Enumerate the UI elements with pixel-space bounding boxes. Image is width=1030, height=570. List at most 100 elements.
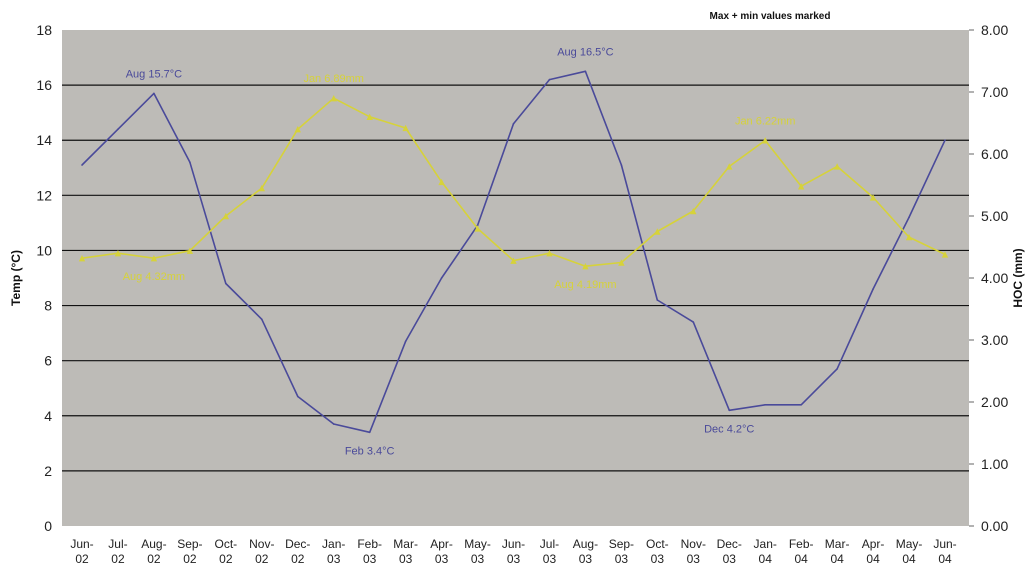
temp-data-point [908, 216, 910, 219]
temp-data-point [225, 282, 227, 285]
x-tick-label: Oct- [646, 537, 669, 551]
x-tick-label: 02 [255, 552, 269, 566]
x-tick-label: May- [464, 537, 491, 551]
x-tick-label: 02 [219, 552, 233, 566]
x-tick-label: Jun- [933, 537, 956, 551]
annotation-label: Dec 4.2°C [704, 423, 754, 435]
x-tick-label: 03 [399, 552, 413, 566]
right-tick-label: 2.00 [981, 394, 1008, 410]
hoc-data-point [654, 228, 661, 235]
x-tick-label: Feb- [357, 537, 382, 551]
hoc-data-point [833, 163, 841, 170]
x-tick-label: Jan- [322, 537, 345, 551]
x-tick-label: Nov- [249, 537, 274, 551]
temp-data-point [836, 368, 838, 370]
hoc-data-point [438, 178, 445, 186]
left-tick-label: 14 [36, 132, 52, 148]
x-tick-label: Jul- [540, 537, 559, 551]
left-tick-label: 2 [44, 463, 52, 479]
hoc-data-point [941, 251, 949, 258]
x-tick-label: 03 [435, 552, 449, 566]
chart-note: Max + min values marked [710, 11, 831, 22]
hoc-data-point [258, 184, 265, 192]
hoc-data-point [78, 254, 86, 262]
temp-data-point [440, 277, 443, 279]
left-axis-ticks: 0 2 4 6 8 10 12 14 16 18 [36, 22, 52, 534]
x-tick-label: 02 [75, 552, 89, 566]
annotation-label: Feb 3.4°C [345, 445, 395, 457]
hoc-data-point [869, 194, 877, 201]
right-tick-label: 5.00 [981, 208, 1008, 224]
x-tick-label: Jan- [754, 537, 777, 551]
temp-data-point [368, 431, 371, 434]
x-tick-label: May- [896, 537, 923, 551]
x-tick-label: Apr- [430, 537, 453, 551]
x-tick-label: 02 [183, 552, 197, 566]
hoc-data-point [546, 250, 553, 257]
right-tick-label: 7.00 [981, 84, 1008, 100]
temp-data-point [296, 395, 299, 398]
x-tick-label: 03 [507, 552, 521, 566]
temp-data-point [728, 409, 731, 412]
x-tick-label: 03 [471, 552, 485, 566]
right-tick-label: 8.00 [981, 22, 1008, 38]
x-tick-label: 02 [291, 552, 305, 566]
x-tick-label: Nov- [681, 537, 706, 551]
x-tick-label: Jun- [502, 537, 525, 551]
temp-data-point [189, 161, 191, 164]
left-tick-label: 16 [36, 77, 52, 93]
x-axis-ticks: Jun-02Jul-02Aug-02Sep-02Oct-02Nov-02Dec-… [70, 537, 956, 566]
x-tick-label: Jun- [70, 537, 93, 551]
left-tick-label: 12 [36, 187, 52, 203]
series-layer [78, 70, 949, 434]
x-tick-label: Apr- [862, 537, 885, 551]
right-tick-label: 4.00 [981, 270, 1008, 286]
x-tick-label: Feb- [789, 537, 814, 551]
plot-area [62, 30, 969, 526]
x-tick-label: 02 [111, 552, 125, 566]
x-tick-label: Mar- [393, 537, 418, 551]
temp-data-point [548, 78, 551, 81]
hoc-data-point [366, 113, 373, 120]
x-tick-label: 03 [723, 552, 737, 566]
temp-data-point [512, 122, 515, 125]
hoc-data-point [582, 263, 589, 270]
hoc-data-point [726, 163, 733, 170]
left-tick-label: 8 [44, 298, 52, 314]
temp-data-point [800, 403, 802, 406]
annotation-label: Jan 6.89mm [303, 73, 364, 85]
right-tick-label: 0.00 [981, 518, 1008, 534]
temp-data-point [944, 139, 946, 142]
temp-data-point [404, 340, 407, 343]
hoc-data-point [618, 259, 625, 266]
x-tick-label: 04 [794, 552, 808, 566]
temp-data-point [764, 403, 767, 406]
hoc-data-point [330, 95, 337, 102]
left-tick-label: 10 [36, 242, 52, 258]
temp-data-point [117, 128, 119, 130]
temp-data-point [153, 92, 155, 95]
x-tick-label: 03 [651, 552, 665, 566]
hoc-data-point [510, 257, 517, 264]
temp-data-point [584, 70, 587, 73]
x-tick-label: 03 [615, 552, 629, 566]
right-axis-title: HOC (mm) [1011, 248, 1025, 307]
annotation-label: Aug 16.5°C [557, 46, 613, 58]
x-tick-label: Dec- [285, 537, 310, 551]
left-axis-title: Temp (°C) [9, 250, 23, 306]
annotation-label: Aug 15.7°C [126, 68, 182, 80]
hoc-data-point [294, 126, 301, 133]
annotation-label: Aug 4.32mm [123, 271, 185, 283]
hoc-data-point [797, 183, 805, 190]
temp-data-point [692, 321, 695, 323]
annotations: Aug 15.7°C Feb 3.4°C Aug 16.5°C Dec 4.2°C Ja… [123, 46, 796, 457]
annotation-label: Aug 4.19mm [554, 279, 616, 291]
x-tick-label: 03 [579, 552, 593, 566]
hoc-data-point [905, 233, 913, 241]
x-tick-label: Oct- [214, 537, 237, 551]
x-tick-label: Aug- [141, 537, 166, 551]
hoc-data-point [762, 137, 769, 144]
x-tick-label: 03 [363, 552, 377, 566]
